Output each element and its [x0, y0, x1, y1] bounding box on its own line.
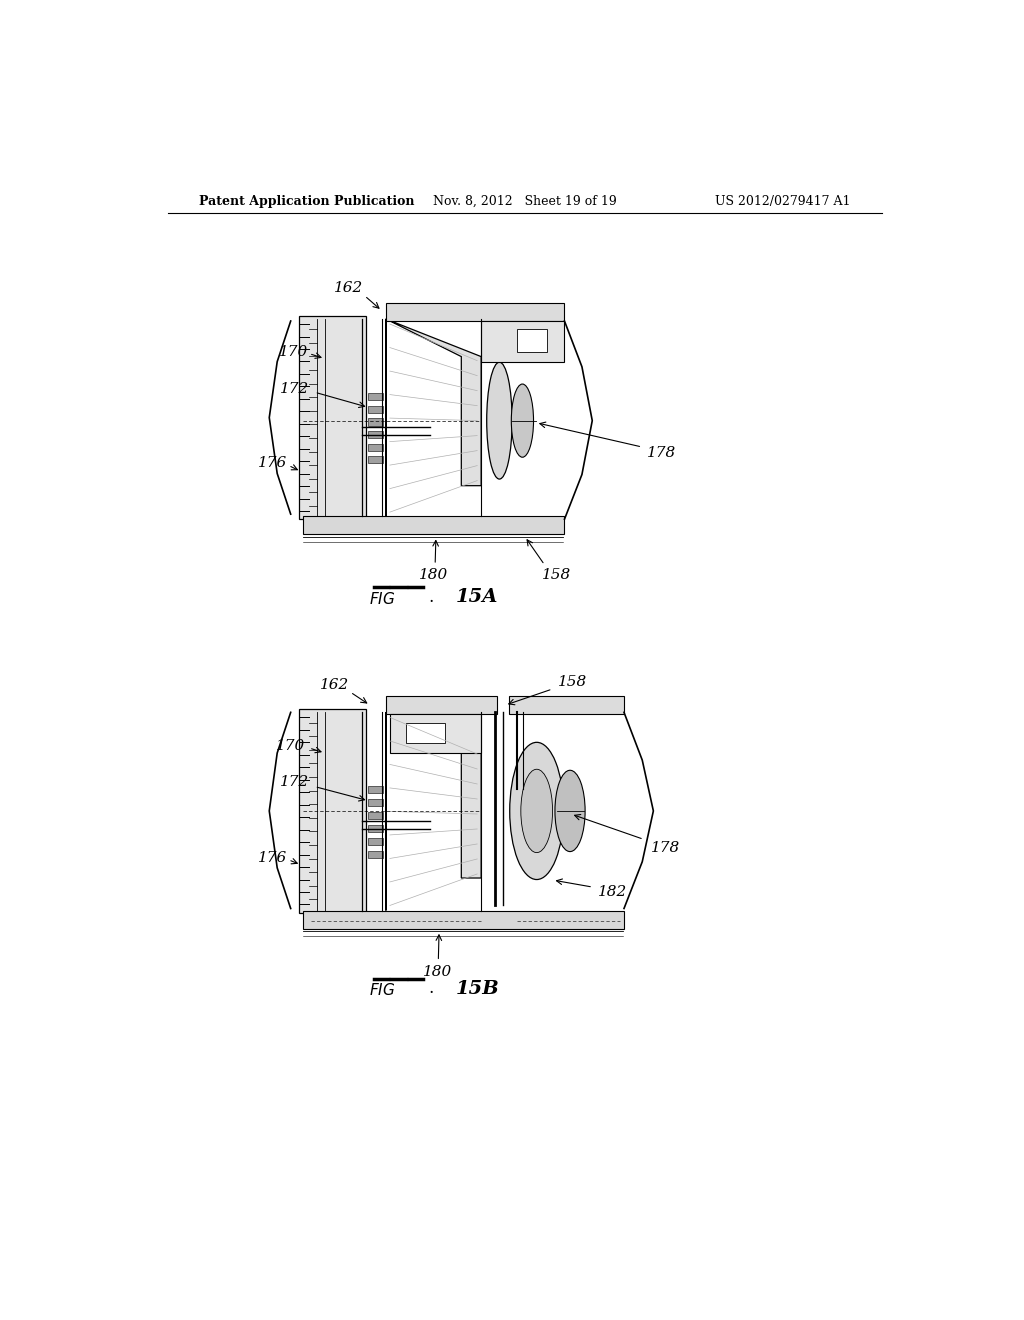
Bar — [369, 812, 383, 818]
Text: 15A: 15A — [456, 589, 499, 606]
Bar — [386, 302, 564, 321]
Bar — [299, 709, 367, 912]
Ellipse shape — [521, 770, 553, 853]
Bar — [369, 457, 383, 463]
Bar — [509, 696, 624, 714]
Text: .: . — [428, 981, 434, 998]
Bar — [386, 696, 497, 714]
Text: 178: 178 — [651, 841, 681, 854]
Bar — [369, 444, 383, 450]
Text: 172: 172 — [280, 381, 309, 396]
Text: 180: 180 — [423, 965, 453, 978]
Bar — [406, 722, 445, 743]
Bar — [369, 418, 383, 425]
Bar — [369, 838, 383, 845]
Bar — [369, 850, 383, 858]
Text: 172: 172 — [280, 775, 309, 789]
Bar — [299, 315, 367, 519]
Bar — [303, 911, 624, 929]
Bar — [369, 785, 383, 792]
Text: 176: 176 — [258, 850, 287, 865]
Bar — [369, 405, 383, 413]
Text: US 2012/0279417 A1: US 2012/0279417 A1 — [715, 194, 850, 207]
Bar — [303, 516, 564, 535]
Text: Nov. 8, 2012   Sheet 19 of 19: Nov. 8, 2012 Sheet 19 of 19 — [433, 194, 616, 207]
Text: $\mathit{FIG}$: $\mathit{FIG}$ — [369, 590, 395, 606]
Text: 158: 158 — [558, 675, 587, 689]
Text: Patent Application Publication: Patent Application Publication — [200, 194, 415, 207]
Text: 178: 178 — [647, 446, 676, 461]
Bar — [390, 714, 481, 752]
Text: 15B: 15B — [456, 979, 499, 998]
Text: 162: 162 — [334, 281, 364, 296]
Polygon shape — [386, 319, 481, 516]
Ellipse shape — [555, 771, 585, 851]
Text: .: . — [428, 589, 434, 606]
Bar — [517, 329, 547, 351]
Bar — [369, 393, 383, 400]
Bar — [369, 825, 383, 832]
Text: 158: 158 — [542, 568, 571, 582]
Text: 176: 176 — [258, 457, 287, 470]
Text: 170: 170 — [276, 739, 305, 752]
Polygon shape — [386, 713, 481, 911]
Bar — [369, 432, 383, 438]
Text: 170: 170 — [279, 345, 307, 359]
Text: $\mathit{FIG}$: $\mathit{FIG}$ — [369, 982, 395, 998]
Ellipse shape — [511, 384, 534, 457]
Text: 180: 180 — [419, 568, 449, 582]
Bar — [369, 799, 383, 805]
Ellipse shape — [486, 362, 512, 479]
Ellipse shape — [510, 742, 563, 879]
Text: 182: 182 — [597, 886, 627, 899]
Text: 162: 162 — [319, 678, 349, 692]
Bar — [481, 321, 564, 362]
